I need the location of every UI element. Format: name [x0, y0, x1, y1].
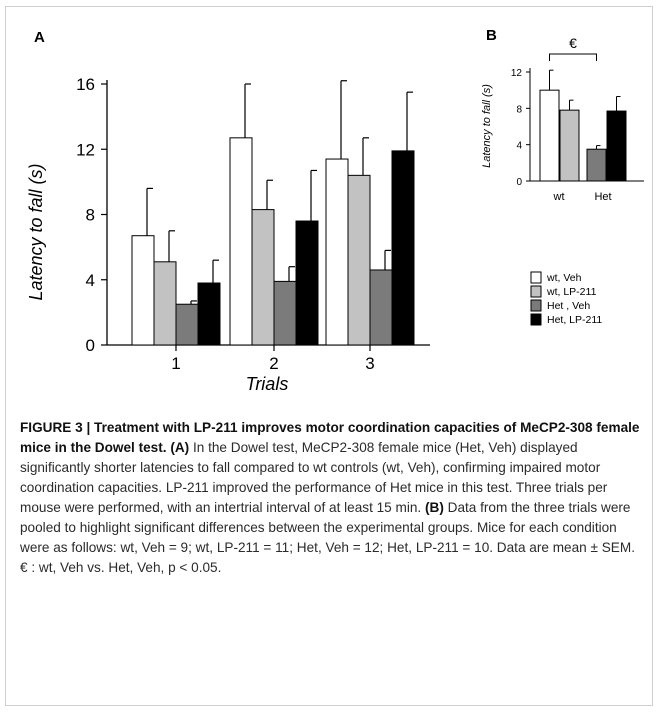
- panel-a-bar: [229, 137, 253, 346]
- panel-b-bar-chart: Latency to fall (s) 0 4 8 12 wt Het €: [481, 35, 644, 203]
- panel-b-y-tick-label: 8: [516, 104, 522, 115]
- panel-a-bar: [369, 269, 393, 346]
- panel-a-bar: [347, 174, 371, 346]
- panel-a-x-tick-label: 1: [171, 354, 180, 373]
- panel-b-bar: [559, 109, 580, 182]
- panel-a-y-tick-label: 8: [86, 206, 95, 225]
- panel-a-bar: [295, 220, 319, 346]
- legend-label: Het , Veh: [547, 300, 590, 312]
- panel-b-bar: [586, 148, 607, 182]
- panel-b-x-tick-label: wt: [553, 191, 565, 203]
- panel-b-x-tick-label: Het: [594, 191, 611, 203]
- panel-b-significance-marker: €: [569, 35, 577, 51]
- legend-label: Het, LP-211: [547, 314, 602, 326]
- panel-a-bar: [325, 158, 349, 346]
- legend-label: wt, Veh: [546, 272, 582, 284]
- figure-caption: FIGURE 3 | Treatment with LP-211 improve…: [20, 418, 642, 578]
- panel-a-y-tick-label: 4: [86, 271, 95, 290]
- panel-b-y-tick-label: 0: [516, 177, 522, 188]
- panel-b-y-tick-label: 12: [511, 68, 523, 79]
- legend-swatch: [530, 271, 542, 284]
- caption-heading: FIGURE 3 | Treatment with LP-211 improve…: [20, 420, 640, 455]
- legend: wt, Veh wt, LP-211 Het , Veh Het, LP-211: [530, 271, 602, 326]
- panel-b-y-tick-label: 4: [516, 141, 522, 152]
- legend-label: wt, LP-211: [546, 286, 597, 298]
- panel-a-bar: [197, 282, 221, 346]
- panel-a-bar: [131, 235, 155, 346]
- legend-swatch: [530, 299, 542, 312]
- caption-part-a-text: In the Dowel test, MeCP2-308 female mice…: [20, 440, 608, 515]
- legend-swatch: [530, 313, 542, 326]
- panel-b-bar: [606, 110, 627, 182]
- panel-a-y-axis-label: Latency to fall (s): [26, 163, 46, 300]
- panel-a-y-tick-label: 0: [86, 336, 95, 355]
- panel-a-bar: [153, 261, 177, 346]
- panel-label-b: B: [486, 27, 497, 44]
- caption-part-b-text: Data from the three trials were pooled t…: [20, 500, 635, 575]
- caption-part-b-label: (B): [424, 500, 444, 515]
- panel-a-x-tick-label: 2: [269, 354, 278, 373]
- panel-a-bar: [251, 209, 275, 346]
- panel-a-bar: [175, 303, 199, 346]
- panel-a-bar: [273, 280, 297, 346]
- panel-a-x-axis-label: Trials: [246, 374, 289, 394]
- panel-b-y-axis-label: Latency to fall (s): [481, 84, 493, 168]
- panel-label-a: A: [34, 29, 45, 46]
- panel-a-bar: [391, 150, 415, 346]
- legend-swatch: [530, 285, 542, 298]
- panel-a-x-tick-label: 3: [365, 354, 374, 373]
- panel-a-y-tick-label: 12: [76, 140, 95, 159]
- panel-b-significance-bracket: [549, 53, 597, 61]
- panel-a-y-tick-label: 16: [76, 75, 95, 94]
- panel-b-bar: [539, 89, 560, 182]
- caption-part-a-label: (A): [170, 440, 190, 455]
